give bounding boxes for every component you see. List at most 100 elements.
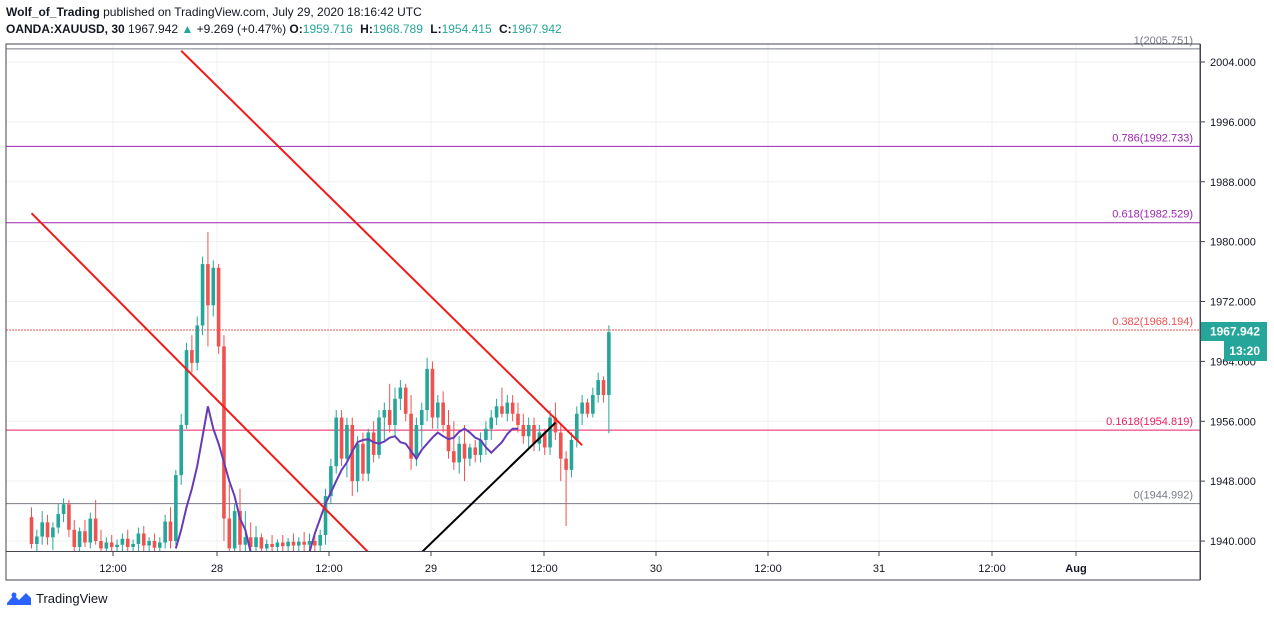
- candle: [607, 325, 611, 434]
- change-arrow-icon: ▲: [181, 22, 194, 36]
- candle: [45, 514, 50, 545]
- y-tick-label: 1972.000: [1210, 297, 1256, 309]
- candle: [200, 256, 205, 336]
- candle-body: [435, 402, 440, 418]
- candle-body: [334, 417, 339, 467]
- candle-body: [494, 406, 499, 418]
- candle: [494, 398, 499, 425]
- candle-body: [259, 537, 264, 549]
- candle: [168, 507, 173, 549]
- candle-body: [254, 537, 258, 547]
- candle-body: [553, 417, 558, 433]
- candle: [190, 335, 194, 373]
- candle-body: [339, 417, 344, 459]
- candle: [174, 469, 178, 545]
- time-axis[interactable]: 12:00 28 12:00 29 12:00 30 12:00 31 12:00 Aug: [99, 551, 1087, 575]
- candle: [93, 499, 98, 545]
- candle: [77, 527, 82, 551]
- candle-body: [542, 432, 547, 448]
- candle: [435, 395, 440, 429]
- y-tick-label: 1980.000: [1210, 237, 1256, 249]
- candle-body: [206, 264, 210, 306]
- author-name[interactable]: Wolf_of_Trading: [6, 5, 100, 19]
- candle-body: [184, 350, 189, 425]
- candle: [532, 417, 536, 452]
- trendlines[interactable]: [30, 50, 583, 552]
- candle-body: [532, 424, 536, 444]
- candle: [446, 410, 451, 459]
- candle: [580, 395, 584, 425]
- candle-body: [163, 521, 167, 543]
- x-tick-label: 12:00: [315, 563, 343, 575]
- candle-body: [361, 443, 365, 474]
- footer: TradingView: [6, 590, 108, 606]
- candle: [500, 387, 504, 418]
- candle: [158, 537, 162, 551]
- price-badge: 1967.942 13:20: [1201, 322, 1267, 361]
- moving-average: [174, 406, 518, 551]
- candle: [179, 413, 183, 485]
- footer-brand[interactable]: TradingView: [36, 590, 108, 606]
- candle: [136, 527, 141, 551]
- candle-body: [548, 417, 552, 448]
- candle-body: [227, 518, 232, 549]
- candle-body: [286, 541, 290, 547]
- candle-body: [419, 410, 424, 425]
- candle-body: [222, 346, 226, 519]
- price-axis[interactable]: 2004.000 1996.000 1988.000 1980.000 1972.000…: [1200, 57, 1256, 548]
- candle: [409, 395, 413, 470]
- candle: [521, 413, 526, 444]
- candle-body: [521, 424, 526, 437]
- candle-body: [377, 417, 381, 455]
- symbol-label: OANDA:XAUUSD, 30: [6, 22, 125, 36]
- tradingview-logo-icon[interactable]: [6, 590, 32, 606]
- candle-body: [115, 544, 119, 547]
- candle: [553, 402, 558, 440]
- candle: [526, 417, 531, 448]
- candle: [601, 376, 606, 403]
- candle-body: [152, 541, 157, 548]
- candle-body: [35, 536, 39, 544]
- candle: [109, 535, 114, 551]
- candle-body: [473, 447, 478, 455]
- candle: [29, 507, 34, 549]
- fib-level-label: 0.382(1968.194): [1112, 316, 1193, 328]
- candle-body: [516, 413, 520, 425]
- candle-body: [371, 432, 376, 455]
- candle-body: [489, 417, 494, 429]
- candle-body: [270, 543, 274, 547]
- candle-body: [366, 432, 371, 474]
- candle: [115, 539, 119, 551]
- candle-body: [398, 387, 403, 399]
- last-price-badge: [1201, 322, 1267, 341]
- candle-body: [158, 542, 162, 548]
- candle: [585, 398, 590, 418]
- candle-body: [441, 402, 445, 425]
- candle: [270, 535, 274, 551]
- candle-body: [414, 424, 419, 459]
- fib-level-label: 0.618(1982.529): [1112, 209, 1193, 221]
- candle: [40, 511, 44, 545]
- candle: [387, 383, 392, 433]
- candle-body: [29, 517, 34, 544]
- candle-body: [484, 428, 488, 440]
- fib-retracement[interactable]: [6, 48, 1200, 505]
- candle: [489, 410, 494, 440]
- candle: [232, 503, 237, 551]
- candle-body: [243, 537, 248, 545]
- candle: [56, 503, 61, 534]
- candle-body: [558, 432, 563, 459]
- candle-body: [45, 522, 50, 538]
- candle: [61, 498, 66, 523]
- candle: [334, 410, 339, 474]
- candle: [131, 539, 135, 551]
- x-tick-label: 29: [425, 563, 437, 575]
- candle-body: [200, 264, 205, 326]
- candle: [462, 424, 467, 482]
- y-tick-label: 1940.000: [1210, 536, 1256, 548]
- candle: [302, 532, 306, 551]
- candle: [83, 520, 87, 547]
- candle: [248, 522, 253, 551]
- candle-body: [190, 350, 194, 363]
